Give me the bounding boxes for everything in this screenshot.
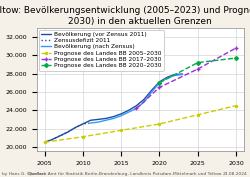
Bevölkerung (vor Zensus 2011) [181, 73, 184, 75]
Line: Bevölkerung (vor Zensus 2011): Bevölkerung (vor Zensus 2011) [44, 74, 182, 142]
Bevölkerung (nach Zensus) [181, 73, 184, 76]
Bevölkerung (vor Zensus 2011) [173, 73, 176, 76]
Bevölkerung (vor Zensus 2011) [89, 119, 92, 121]
Bevölkerung (vor Zensus 2011) [127, 109, 130, 111]
Zensusdefizit 2011 [58, 135, 61, 137]
Line: Zensusdefizit 2011: Zensusdefizit 2011 [44, 123, 90, 142]
Bevölkerung (vor Zensus 2011) [74, 127, 77, 129]
Bevölkerung (vor Zensus 2011) [43, 141, 46, 143]
Bevölkerung (nach Zensus) [97, 121, 100, 123]
Prognose des Landes BB 2005–2030 [234, 105, 238, 107]
Bevölkerung (vor Zensus 2011) [97, 118, 100, 120]
Bevölkerung (vor Zensus 2011) [51, 138, 54, 141]
Line: Bevölkerung (nach Zensus): Bevölkerung (nach Zensus) [90, 75, 182, 123]
Bevölkerung (vor Zensus 2011) [158, 81, 161, 83]
Text: Quellen: Amt für Statistik Berlin-Brandenburg, Landkreis Potsdam-Mittelmark und : Quellen: Amt für Statistik Berlin-Brande… [28, 172, 222, 176]
Bevölkerung (vor Zensus 2011) [150, 89, 153, 91]
Bevölkerung (nach Zensus) [127, 111, 130, 113]
Bevölkerung (vor Zensus 2011) [112, 116, 115, 118]
Bevölkerung (vor Zensus 2011) [120, 113, 123, 115]
Bevölkerung (vor Zensus 2011) [166, 76, 169, 78]
Zensusdefizit 2011 [89, 122, 92, 124]
Bevölkerung (nach Zensus) [158, 82, 161, 84]
Prognose des Landes BB 2005–2030 [196, 114, 199, 116]
Bevölkerung (nach Zensus) [112, 117, 115, 119]
Zensusdefizit 2011 [74, 127, 77, 129]
Bevölkerung (nach Zensus) [166, 77, 169, 79]
Prognose des Landes BB 2005–2030 [120, 129, 123, 131]
Text: 23.08.2024: 23.08.2024 [223, 172, 248, 176]
Legend: Bevölkerung (vor Zensus 2011), Zensusdefizit 2011, Bevölkerung (nach Zensus), Pr: Bevölkerung (vor Zensus 2011), Zensusdef… [39, 30, 164, 71]
Title: Teltow: Bevölkerungsentwicklung (2005–2023) und Prognosen (bis
2030) in den aktu: Teltow: Bevölkerungsentwicklung (2005–20… [0, 5, 250, 26]
Bevölkerung (nach Zensus) [135, 107, 138, 109]
Prognose des Landes BB 2005–2030 [43, 141, 46, 143]
Prognose des Landes BB 2017–2030 [135, 107, 138, 109]
Prognose des Landes BB 2020–2030 [234, 57, 238, 59]
Bevölkerung (nach Zensus) [120, 115, 123, 117]
Bevölkerung (vor Zensus 2011) [104, 117, 107, 119]
Bevölkerung (nach Zensus) [89, 122, 92, 124]
Line: Prognose des Landes BB 2017–2030: Prognose des Landes BB 2017–2030 [134, 46, 238, 110]
Bevölkerung (nach Zensus) [104, 119, 107, 121]
Zensusdefizit 2011 [51, 138, 54, 141]
Bevölkerung (nach Zensus) [150, 91, 153, 93]
Bevölkerung (vor Zensus 2011) [58, 135, 61, 137]
Prognose des Landes BB 2017–2030 [234, 47, 238, 49]
Line: Prognose des Landes BB 2005–2030: Prognose des Landes BB 2005–2030 [44, 105, 237, 143]
Text: by Hans G. Oberlack: by Hans G. Oberlack [2, 172, 47, 176]
Zensusdefizit 2011 [66, 131, 69, 133]
Bevölkerung (vor Zensus 2011) [81, 123, 84, 125]
Prognose des Landes BB 2005–2030 [158, 123, 161, 125]
Prognose des Landes BB 2017–2030 [158, 86, 161, 88]
Bevölkerung (vor Zensus 2011) [143, 98, 146, 100]
Bevölkerung (nach Zensus) [173, 74, 176, 76]
Prognose des Landes BB 2020–2030 [158, 82, 161, 84]
Bevölkerung (vor Zensus 2011) [135, 105, 138, 107]
Prognose des Landes BB 2017–2030 [196, 68, 199, 70]
Bevölkerung (nach Zensus) [143, 101, 146, 103]
Line: Prognose des Landes BB 2020–2030: Prognose des Landes BB 2020–2030 [158, 57, 238, 84]
Bevölkerung (vor Zensus 2011) [66, 131, 69, 133]
Prognose des Landes BB 2020–2030 [196, 62, 199, 64]
Zensusdefizit 2011 [43, 141, 46, 143]
Zensusdefizit 2011 [81, 123, 84, 125]
Prognose des Landes BB 2005–2030 [81, 136, 84, 138]
